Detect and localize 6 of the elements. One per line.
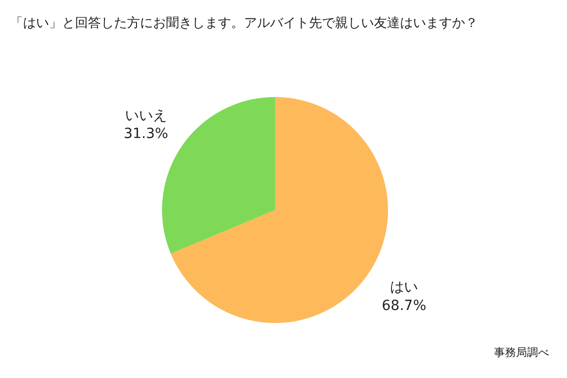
slice-label: はい [390, 280, 418, 296]
chart-title: 「はい」と回答した方にお聞きします。アルバイト先で親しい友達はいますか？ [10, 15, 478, 32]
data-label: 31.3% [124, 126, 168, 142]
data-label: 68.7% [382, 298, 426, 314]
text: 事務局調べ [494, 345, 549, 360]
slice-label: いいえ [124, 108, 167, 124]
